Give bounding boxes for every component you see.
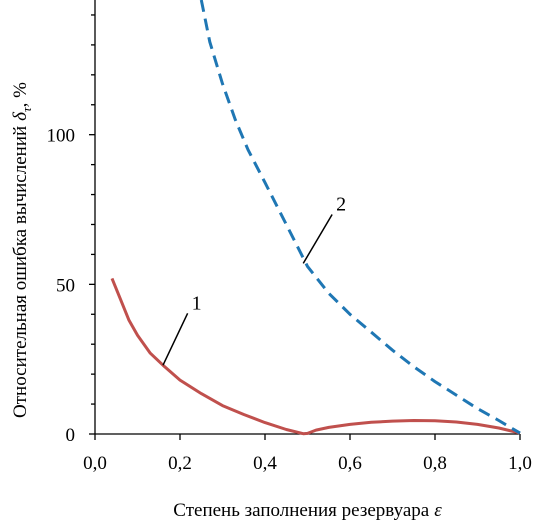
y-axis-symbol: δ (10, 111, 31, 121)
series-2-line (199, 0, 521, 435)
x-tick-label: 0,0 (83, 453, 107, 474)
annotation-leader-1 (162, 312, 189, 366)
annotation-label-1: 1 (192, 292, 202, 314)
y-axis-subscript: τ (19, 106, 34, 112)
x-axis-symbol: ε (434, 500, 442, 521)
y-tick-label: 0 (66, 425, 76, 446)
annotation-leader-2 (302, 214, 333, 264)
y-tick-label: 100 (47, 126, 76, 147)
ticks: 0,0 0,2 0,4 0,6 0,8 1,0 0 50 100 (47, 14, 532, 474)
x-tick-label: 0,6 (338, 453, 362, 474)
annotation-label-2: 2 (336, 194, 346, 216)
x-tick-label: 0,4 (253, 453, 277, 474)
series-1-line (110, 277, 521, 436)
y-axis-unit: , % (10, 82, 31, 108)
annotation-layer: 12 (162, 194, 346, 366)
x-tick-label: 0,2 (168, 453, 192, 474)
y-axis-title: Относительная ошибка вычислений δτ, % (10, 82, 34, 418)
y-tick-label: 50 (56, 275, 75, 296)
y-axis-title-text: Относительная ошибка вычислений (10, 126, 31, 418)
series-layer (110, 0, 521, 436)
axes (94, 0, 520, 435)
x-axis-title: Степень заполнения резервуара ε (173, 500, 442, 521)
x-tick-label: 0,8 (423, 453, 447, 474)
x-axis-title-text: Степень заполнения резервуара (173, 500, 429, 521)
x-tick-label: 1,0 (508, 453, 532, 474)
